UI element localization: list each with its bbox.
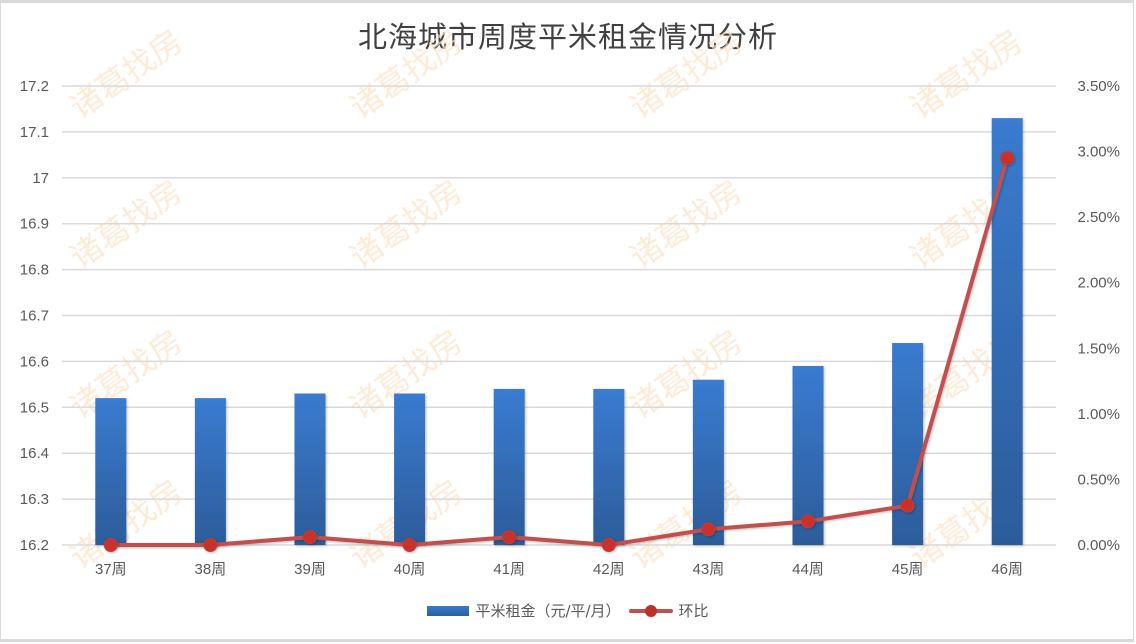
- x-axis-tick-label: 43周: [693, 561, 725, 578]
- line-marker: [303, 530, 317, 545]
- line-marker: [801, 514, 815, 529]
- bar: [194, 398, 226, 545]
- left-axis-tick-label: 17.1: [20, 124, 49, 141]
- x-axis-tick-label: 41周: [493, 561, 525, 578]
- right-axis-tick-label: 1.00%: [1077, 406, 1120, 423]
- x-axis-tick-label: 40周: [394, 561, 426, 578]
- line-marker: [103, 538, 118, 552]
- bar-swatch-icon: [427, 605, 470, 616]
- gridlines: [62, 85, 1056, 546]
- bar: [593, 388, 625, 545]
- x-axis-tick-label: 39周: [294, 561, 326, 578]
- watermark-text: 诸葛找房: [343, 22, 470, 127]
- line-marker-swatch-icon: [628, 604, 673, 617]
- watermark-text: 诸葛找房: [623, 322, 750, 427]
- left-axis-tick-label: 16.5: [20, 399, 49, 416]
- x-axis-tick-label: 44周: [792, 561, 824, 578]
- right-axis-tick-label: 2.00%: [1077, 275, 1120, 292]
- right-axis-tick-label: 3.00%: [1077, 144, 1120, 161]
- chart-title: 北海城市周度平米租金情况分析: [357, 20, 778, 54]
- mom-line: [110, 157, 1010, 547]
- x-axis-tick-label: 45周: [892, 561, 924, 578]
- left-axis-tick-label: 16.3: [20, 491, 49, 508]
- chart-legend: 平米租金（元/平/月） 环比: [0, 600, 1136, 621]
- watermark-text: 诸葛找房: [903, 22, 1030, 127]
- line-marker: [402, 538, 417, 552]
- x-axis-tick-label: 46周: [991, 561, 1023, 578]
- left-axis-tick-label: 16.7: [20, 308, 49, 325]
- bar: [394, 393, 426, 545]
- x-axis-tick-label: 37周: [95, 561, 127, 578]
- line-marker: [203, 538, 218, 552]
- line-marker: [1000, 151, 1015, 166]
- x-axis-ticks: 37周 38周 39周 40周 41周 42周 43周 44周 45周 46周: [95, 561, 1023, 578]
- right-axis-tick-label: 0.50%: [1077, 471, 1120, 488]
- right-axis-ticks: 0.00% 0.50% 1.00% 1.50% 2.00% 2.50% 3.00% 3.50%: [1077, 78, 1120, 554]
- legend-item-mom: 环比: [628, 600, 709, 621]
- bar-series-rent: [95, 118, 1023, 545]
- bar: [493, 388, 525, 545]
- right-axis-tick-label: 1.50%: [1077, 340, 1120, 357]
- watermark-text: 诸葛找房: [623, 22, 750, 127]
- bar: [892, 343, 924, 545]
- bar: [991, 118, 1023, 545]
- watermark-text: 诸葛找房: [63, 22, 190, 127]
- bar: [692, 379, 724, 545]
- left-axis-ticks: 16.2 16.3 16.4 16.5 16.6 16.7 16.8 16.9 17 17.1 17…: [20, 78, 49, 554]
- right-axis-tick-label: 0.00%: [1077, 537, 1120, 554]
- line-marker: [701, 522, 716, 537]
- legend-label-rent: 平米租金（元/平/月）: [475, 602, 621, 620]
- left-axis-tick-label: 17: [32, 170, 49, 187]
- right-axis-tick-label: 2.50%: [1077, 209, 1120, 226]
- legend-label-mom: 环比: [678, 602, 709, 620]
- line-marker: [502, 530, 517, 545]
- line-series-mom: [103, 151, 1015, 552]
- left-axis-tick-label: 16.4: [20, 445, 49, 462]
- line-marker: [900, 498, 915, 513]
- legend-item-rent: 平米租金（元/平/月）: [427, 600, 621, 621]
- bar: [294, 393, 326, 545]
- left-axis-tick-label: 16.8: [20, 262, 49, 279]
- x-axis-tick-label: 38周: [195, 561, 227, 578]
- left-axis-tick-label: 16.2: [20, 537, 49, 554]
- x-axis-tick-label: 42周: [593, 561, 625, 578]
- bar: [95, 398, 127, 545]
- line-marker: [601, 538, 616, 552]
- left-axis-tick-label: 16.9: [20, 216, 49, 233]
- right-axis-tick-label: 3.50%: [1077, 78, 1120, 95]
- left-axis-tick-label: 16.6: [20, 353, 49, 370]
- watermark-text: 诸葛找房: [623, 472, 750, 577]
- left-axis-tick-label: 17.2: [20, 78, 49, 95]
